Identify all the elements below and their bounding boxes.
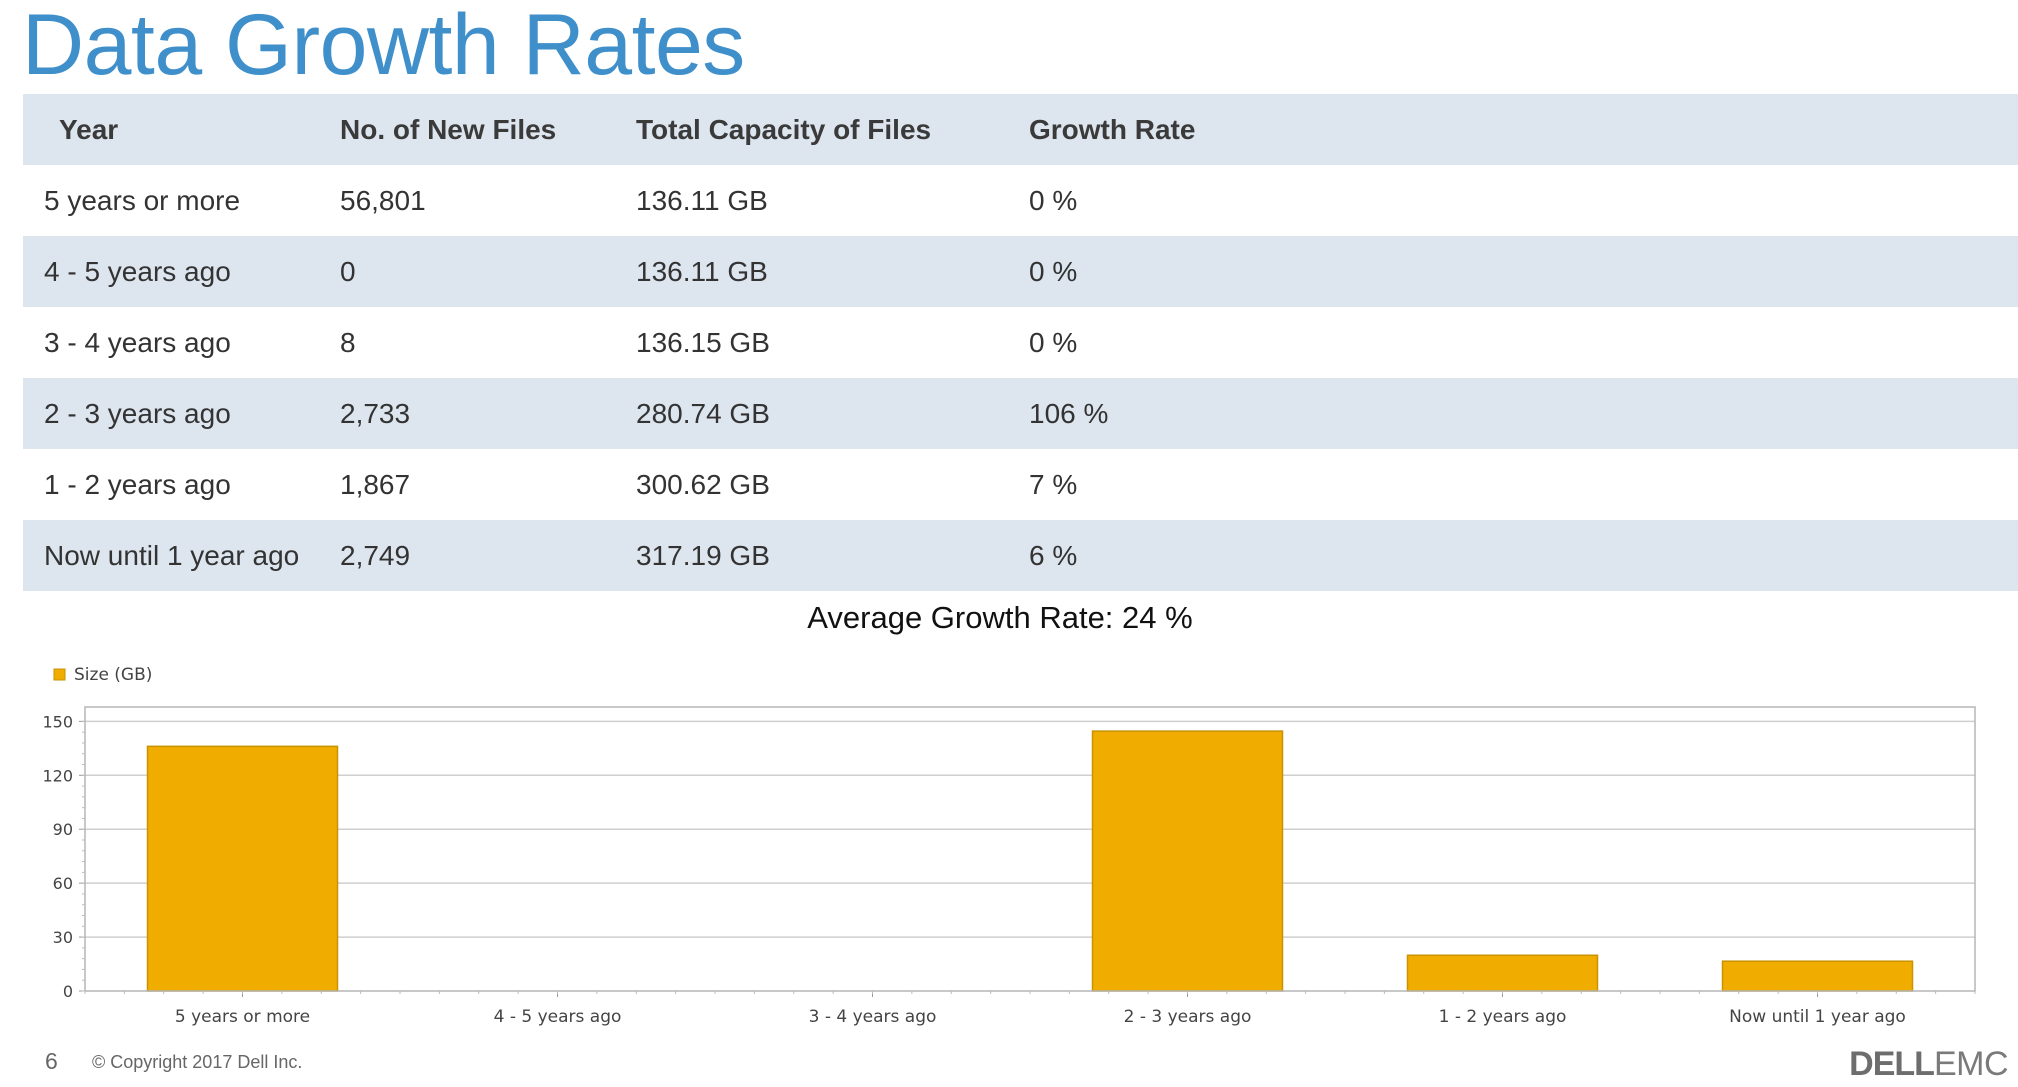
cell-year: 1 - 2 years ago [44, 468, 231, 500]
y-tick-label: 150 [42, 712, 73, 731]
legend-label: Size (GB) [74, 665, 152, 685]
x-tick-label: 3 - 4 years ago [809, 1007, 937, 1027]
table-row: 4 - 5 years ago 0 136.11 GB 0 % [23, 236, 2018, 307]
table-row: 3 - 4 years ago 8 136.15 GB 0 % [23, 307, 2018, 378]
cell-year: 2 - 3 years ago [44, 397, 231, 429]
table-row: 1 - 2 years ago 1,867 300.62 GB 7 % [23, 449, 2018, 520]
y-tick-label: 0 [63, 982, 73, 1001]
cell-year: 4 - 5 years ago [44, 255, 231, 287]
chart-gridlines [85, 720, 1975, 938]
bar [1406, 954, 1599, 992]
chart-legend: Size (GB) [53, 665, 152, 685]
cell-capacity: 280.74 GB [636, 397, 770, 429]
cell-growth: 0 % [1029, 255, 1078, 287]
x-tick-label: 5 years or more [175, 1007, 310, 1027]
cell-growth: 6 % [1029, 539, 1078, 571]
header-growth-rate: Growth Rate [1029, 113, 1196, 145]
x-tick-label: 2 - 3 years ago [1124, 1007, 1252, 1027]
header-total-capacity: Total Capacity of Files [636, 113, 932, 145]
bar [1091, 730, 1284, 992]
cell-new-files: 56,801 [340, 184, 426, 216]
cell-growth: 0 % [1029, 184, 1078, 216]
legend-swatch [53, 668, 66, 681]
x-tick-label: 1 - 2 years ago [1439, 1007, 1567, 1027]
cell-year: 5 years or more [44, 184, 241, 216]
table-header-row: Year No. of New Files Total Capacity of … [23, 94, 2018, 165]
cell-capacity: 300.62 GB [636, 468, 770, 500]
y-tick-label: 90 [53, 820, 73, 839]
cell-growth: 106 % [1029, 397, 1109, 429]
cell-new-files: 8 [340, 326, 356, 358]
cell-capacity: 136.11 GB [636, 184, 768, 216]
size-bar-chart: Size (GB) 0 30 60 90 120 150 5 years or more 4 … [42, 665, 1976, 1027]
cell-new-files: 2,749 [340, 539, 411, 571]
average-growth-rate: Average Growth Rate: 24 % [807, 600, 1193, 635]
cell-capacity: 317.19 GB [636, 539, 770, 571]
cell-year: 3 - 4 years ago [44, 326, 231, 358]
cell-growth: 7 % [1029, 468, 1078, 500]
chart-bars [146, 730, 1914, 992]
header-year: Year [59, 113, 119, 145]
y-tick-label: 60 [53, 874, 73, 893]
bar [1721, 960, 1914, 992]
y-tick-label: 30 [53, 928, 73, 947]
bar [146, 745, 339, 992]
chart-axes [79, 706, 1976, 997]
page-number: 6 [45, 1048, 58, 1074]
cell-capacity: 136.11 GB [636, 255, 768, 287]
chart-labels: 0 30 60 90 120 150 5 years or more 4 - 5 years … [42, 712, 1905, 1027]
cell-new-files: 0 [340, 255, 356, 287]
cell-new-files: 1,867 [340, 468, 411, 500]
y-tick-label: 120 [42, 766, 73, 785]
copyright-text: © Copyright 2017 Dell Inc. [92, 1052, 303, 1072]
cell-new-files: 2,733 [340, 397, 411, 429]
header-new-files: No. of New Files [340, 113, 557, 145]
cell-capacity: 136.15 GB [636, 326, 770, 358]
cell-growth: 0 % [1029, 326, 1078, 358]
dellemc-logo: DELLEMC [1849, 1045, 2008, 1083]
page-title: Data Growth Rates [22, 0, 745, 93]
plot-frame [84, 706, 1976, 992]
x-tick-label: Now until 1 year ago [1729, 1007, 1906, 1027]
cell-year: Now until 1 year ago [44, 539, 300, 571]
table-row: Now until 1 year ago 2,749 317.19 GB 6 % [23, 520, 2018, 591]
table-row: 2 - 3 years ago 2,733 280.74 GB 106 % [23, 378, 2018, 449]
x-tick-label: 4 - 5 years ago [494, 1007, 622, 1027]
growth-table: Year No. of New Files Total Capacity of … [23, 94, 2018, 591]
table-row: 5 years or more 56,801 136.11 GB 0 % [23, 165, 2018, 236]
